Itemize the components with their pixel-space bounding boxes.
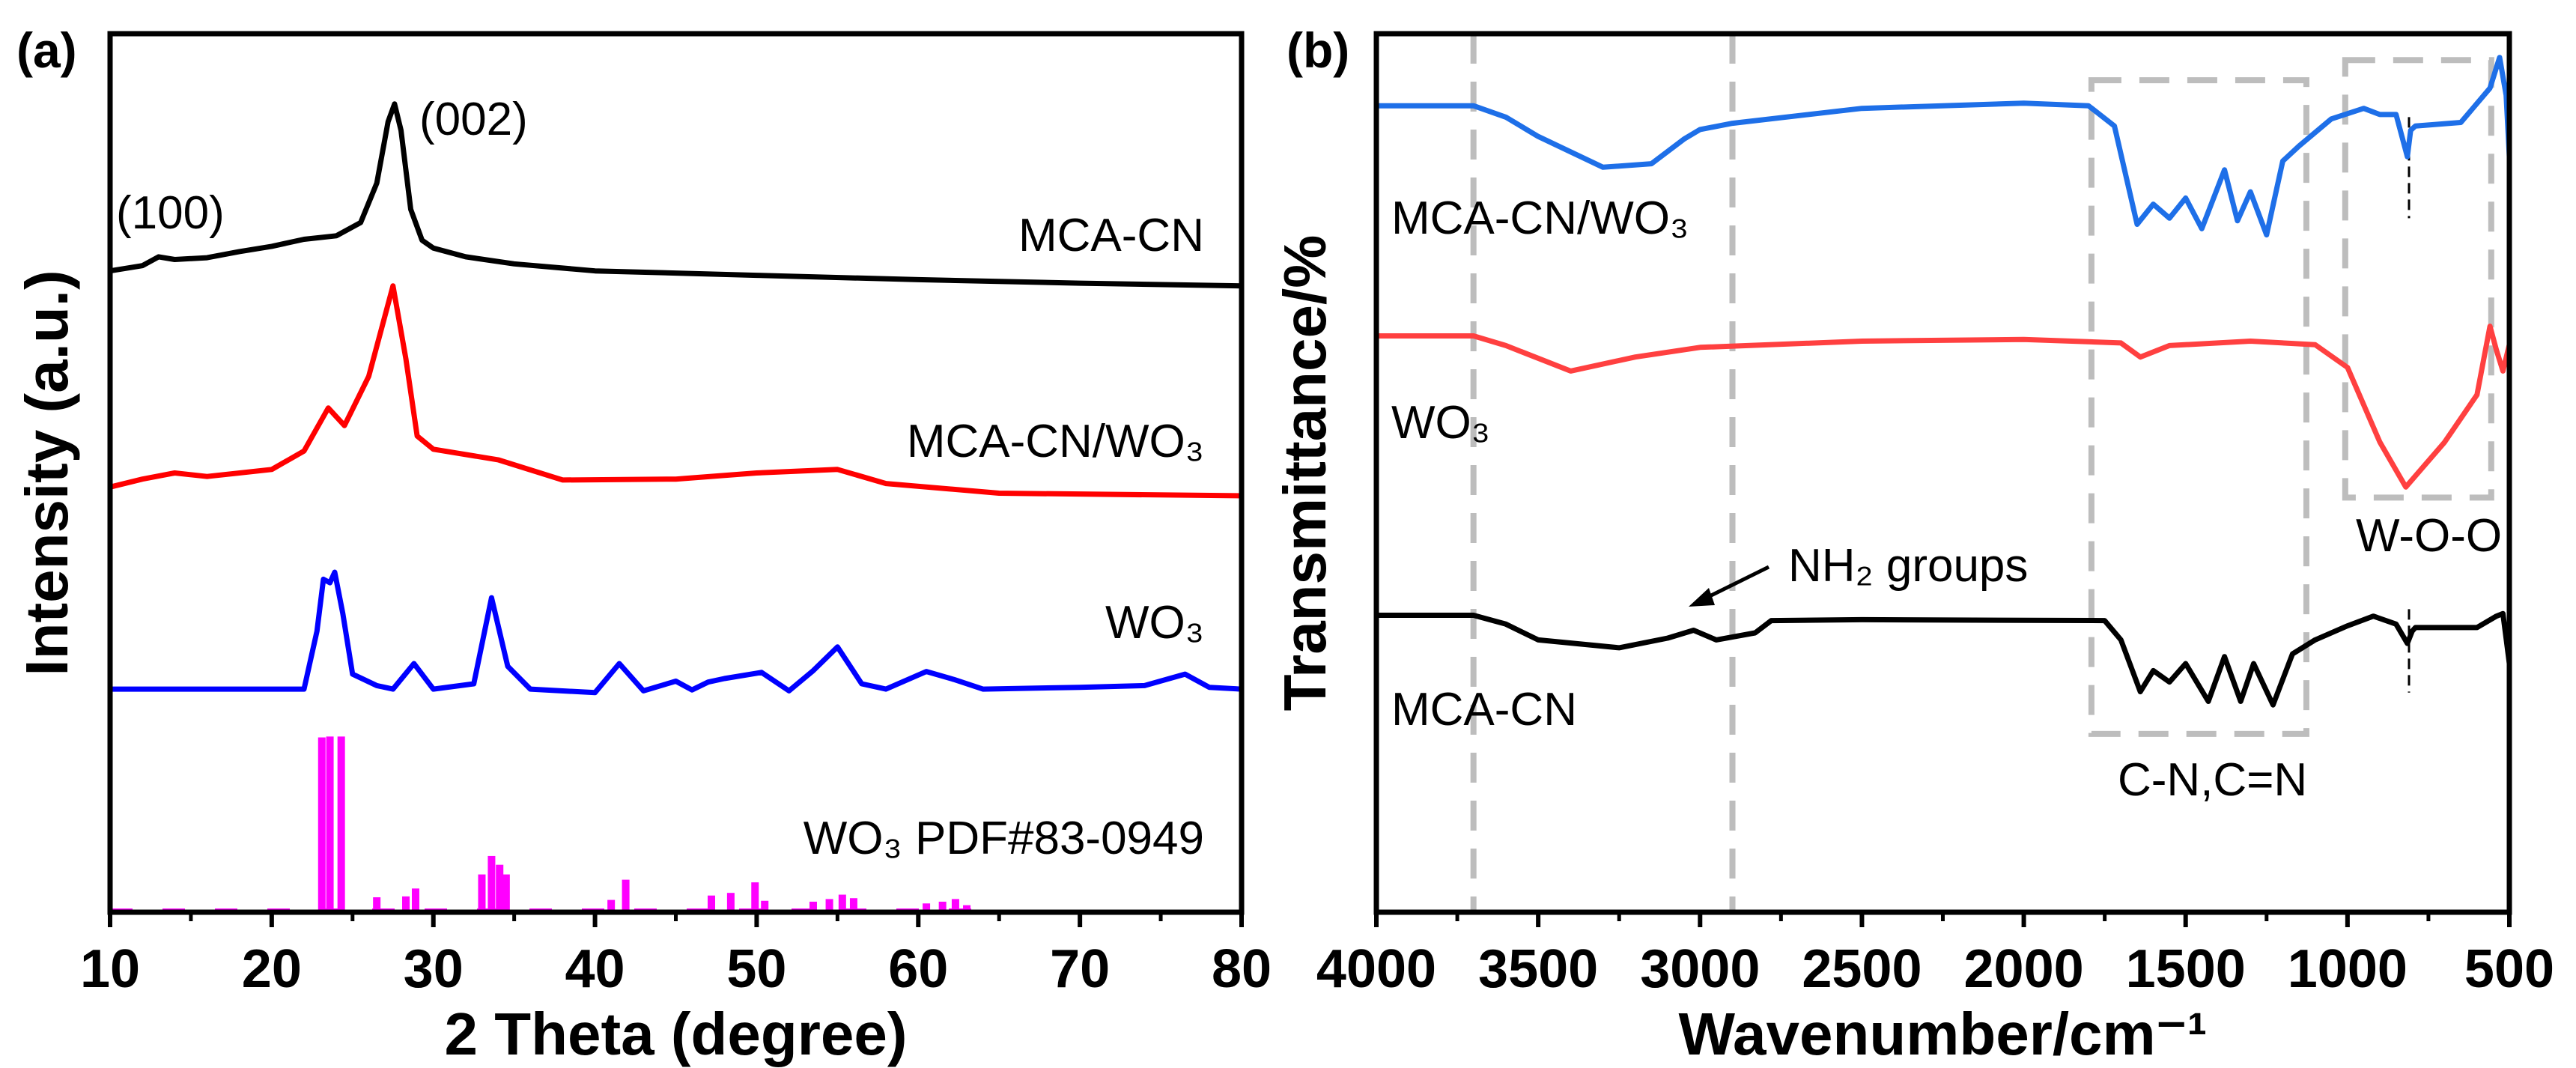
x-tick-label: 3000 <box>1640 939 1760 999</box>
stick-41 <box>607 899 616 912</box>
series-line-2 <box>1376 610 2512 708</box>
stick-24.3 <box>337 736 345 912</box>
series-label-mca-cn-wo3: MCA-CN/WO₃ <box>1391 192 1689 244</box>
series-label-mca-cn-wo3: MCA-CN/WO₃ <box>907 416 1204 467</box>
series-line-2 <box>110 569 1242 696</box>
stick-23.1 <box>318 737 326 912</box>
x-tick-label: 40 <box>565 939 625 999</box>
x-tick-label: 2000 <box>1963 939 2083 999</box>
panel-a-xrd: 10 20 30 40 50 60 70 80 2 Theta (degree) Intensit… <box>13 22 1272 1067</box>
stick-48.4 <box>726 893 735 912</box>
series-label-mca-cn: MCA-CN <box>1391 684 1577 735</box>
stick-23.6 <box>326 736 334 912</box>
stick-55.3 <box>838 894 846 912</box>
stick-33.6 <box>487 855 496 912</box>
x-tick-label: 4000 <box>1316 939 1436 999</box>
series-line-1 <box>1376 324 2512 490</box>
stick-56 <box>849 898 857 912</box>
stick-41.9 <box>622 879 630 912</box>
stick-28.3 <box>402 896 410 912</box>
stick-28.9 <box>411 888 419 912</box>
series-line-0 <box>1376 55 2512 238</box>
series-label-wo3: WO₃ <box>1391 397 1490 449</box>
y-axis-title: Transmittance/% <box>1272 235 1338 712</box>
x-tick-label: 50 <box>726 939 786 999</box>
annotation-arrow-shaft <box>1702 565 1770 601</box>
box-label-woo: W-O-O <box>2356 510 2502 562</box>
stick-34.5 <box>502 874 510 912</box>
panel-label: (a) <box>16 22 77 78</box>
annotation-100: (100) <box>116 187 225 239</box>
x-tick-label: 1500 <box>2126 939 2246 999</box>
panel-b-ftir: 4000 3500 3000 2500 2000 1500 1000 500 Wavenumbe… <box>1272 22 2554 1067</box>
x-tick-label: 20 <box>242 939 302 999</box>
stick-49.9 <box>751 882 759 912</box>
stick-47.2 <box>707 895 715 912</box>
x-axis-title: 2 Theta (degree) <box>445 1001 908 1067</box>
x-tick-label: 80 <box>1212 939 1272 999</box>
stick-61.5 <box>938 901 947 912</box>
plot-frame <box>1373 31 2512 915</box>
x-tick-label: 10 <box>80 939 140 999</box>
series-label-wo3: WO₃ <box>1105 597 1204 649</box>
x-tick-label: 2500 <box>1802 939 1922 999</box>
x-tick-label: 30 <box>404 939 464 999</box>
panel-label: (b) <box>1287 22 1349 78</box>
series-line-1 <box>109 283 1242 499</box>
series-label-mca-cn: MCA-CN <box>1018 210 1204 261</box>
annotation-nh2-groups: NH₂ groups <box>1788 540 2028 592</box>
annotation-002: (002) <box>419 94 528 145</box>
x-tick-label: 3500 <box>1478 939 1598 999</box>
box-label-cn: C-N,C=N <box>2118 754 2307 806</box>
stick-34.1 <box>496 864 504 912</box>
highlight-box-0 <box>2088 77 2309 737</box>
stick-60.5 <box>923 903 931 912</box>
x-tick-label: 70 <box>1050 939 1110 999</box>
plot-frame <box>107 31 1245 915</box>
annotation-arrow-head <box>1689 588 1715 607</box>
stick-26.5 <box>373 897 381 912</box>
y-axis-title: Intensity (a.u.) <box>13 270 80 676</box>
x-tick-label: 1000 <box>2288 939 2408 999</box>
x-axis-title: Wavenumber/cm⁻¹ <box>1678 1001 2207 1067</box>
stick-50.5 <box>761 900 769 912</box>
x-tick-label: 500 <box>2464 939 2554 999</box>
series-label-wo3-pdf: WO₃ PDF#83-0949 <box>804 813 1204 864</box>
stick-33 <box>478 874 486 912</box>
stick-54.5 <box>825 899 833 912</box>
stick-62.3 <box>951 899 959 912</box>
highlight-box-1 <box>2342 57 2494 501</box>
stick-53.5 <box>809 901 817 912</box>
x-tick-label: 60 <box>888 939 948 999</box>
series-line-0 <box>109 101 1242 289</box>
